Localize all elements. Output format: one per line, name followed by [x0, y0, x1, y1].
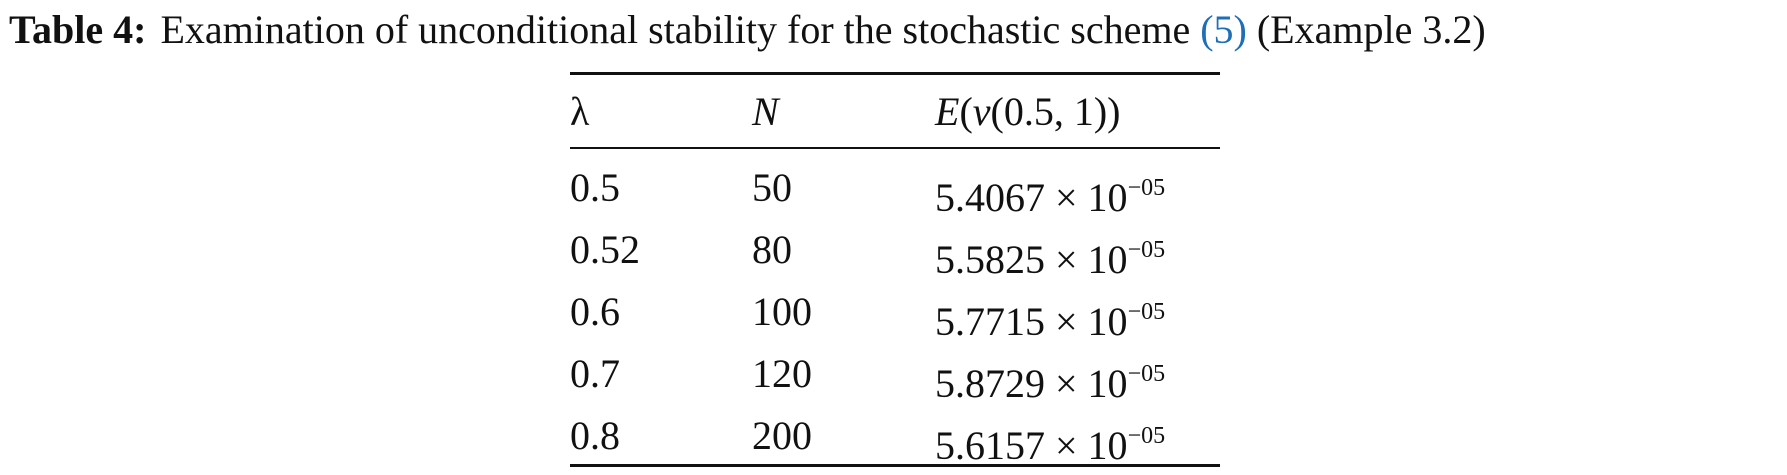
cell-e: 5.5825 × 10−05: [935, 226, 1165, 284]
mid-rule: [570, 147, 1220, 149]
cell-lambda: 0.6: [570, 289, 620, 334]
caption-reference[interactable]: (5): [1200, 7, 1247, 52]
e-exponent: −05: [1127, 237, 1166, 263]
e-exponent: −05: [1127, 423, 1166, 449]
cell-lambda: 0.7: [570, 351, 620, 396]
caption-label: Table 4:: [9, 7, 147, 52]
header-n: N: [752, 89, 779, 134]
cell-e: 5.4067 × 10−05: [935, 164, 1165, 222]
cell-lambda: 0.52: [570, 227, 640, 272]
cell-n: 100: [752, 289, 812, 334]
bottom-rule: [570, 464, 1220, 467]
header-e: E(v(0.5, 1)): [935, 88, 1121, 136]
cell-n: 50: [752, 165, 792, 210]
e-coefficient: 5.8729 × 10: [935, 361, 1128, 406]
e-exponent: −05: [1127, 175, 1166, 201]
e-exponent: −05: [1127, 361, 1166, 387]
header-e-part: (0.5, 1)): [990, 89, 1121, 134]
cell-e: 5.7715 × 10−05: [935, 288, 1165, 346]
header-lambda: λ: [570, 89, 590, 134]
top-rule: [570, 72, 1220, 75]
cell-n: 80: [752, 227, 792, 272]
cell-e: 5.8729 × 10−05: [935, 350, 1165, 408]
header-e-part: v: [972, 89, 991, 134]
e-coefficient: 5.7715 × 10: [935, 299, 1128, 344]
e-coefficient: 5.6157 × 10: [935, 423, 1128, 468]
cell-lambda: 0.5: [570, 165, 620, 210]
cell-n: 120: [752, 351, 812, 396]
header-e-part: E: [935, 89, 960, 134]
cell-n: 200: [752, 413, 812, 458]
e-coefficient: 5.4067 × 10: [935, 175, 1128, 220]
header-e-part: (: [959, 89, 973, 134]
cell-lambda: 0.8: [570, 413, 620, 458]
e-exponent: −05: [1127, 299, 1166, 325]
caption-note: (Example 3.2): [1256, 7, 1486, 52]
table-caption: Table 4: Examination of unconditional sta…: [9, 6, 1781, 53]
cell-e: 5.6157 × 10−05: [935, 412, 1165, 470]
caption-text: Examination of unconditional stability f…: [160, 7, 1191, 52]
e-coefficient: 5.5825 × 10: [935, 237, 1128, 282]
